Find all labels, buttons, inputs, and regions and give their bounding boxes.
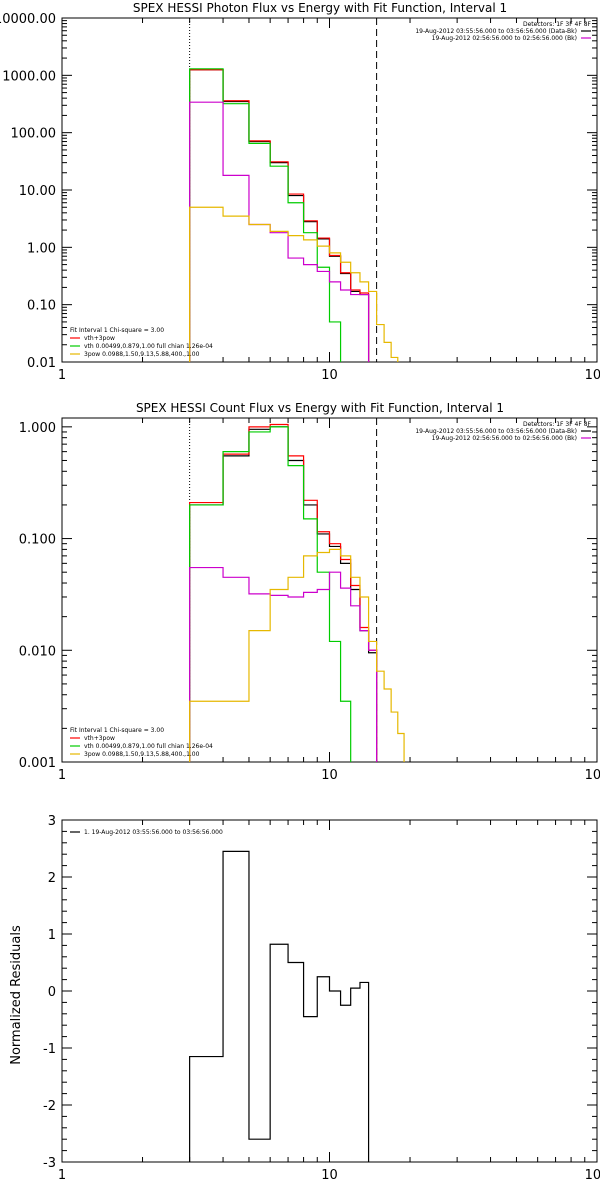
count-flux-panel: SPEX HESSI Count Flux vs Energy with Fit…: [19, 401, 600, 783]
residuals-y-tick-label: 0: [48, 985, 56, 1000]
photon-flux-legend-label: vth+3pow: [84, 335, 115, 342]
count-flux-info-line: 19-Aug-2012 03:55:56.000 to 03:56:56.000…: [415, 428, 577, 435]
count-flux-legend-header: Fit Interval 1 Chi-square = 3.00: [70, 727, 164, 734]
residuals-y-tick-label: -3: [43, 1156, 56, 1171]
photon-flux-y-tick-label: 0.01: [27, 356, 56, 371]
count-flux-info-line: Detectors: 1F 3F 4F 8F: [523, 421, 592, 428]
count-flux-x-tick-label: 100: [585, 768, 600, 783]
residuals-x-tick-label: 1: [58, 1168, 66, 1183]
residuals-y-tick-label: -2: [43, 1099, 56, 1114]
residuals-y-tick-label: -1: [43, 1042, 56, 1057]
photon-flux-series-green: [189, 68, 352, 362]
residuals-legend-label: 1. 19-Aug-2012 03:55:56.000 to 03:56:56.…: [84, 829, 223, 836]
photon-flux-series-yellow: [189, 206, 399, 362]
photon-flux-panel: SPEX HESSI Photon Flux vs Energy with Fi…: [0, 1, 600, 383]
count-flux-legend-label: vth 0.00499,0.879,1.00 full chian 1.26e-…: [84, 743, 213, 750]
residuals-y-axis-label: Normalized Residuals: [9, 925, 24, 1065]
photon-flux-y-tick-label: 10000.00: [0, 12, 56, 27]
residuals-x-tick-label: 10: [321, 1168, 338, 1183]
count-flux-legend-label: 3pow 0.0988,1.50,9.13,5.88,400.,1.00: [84, 751, 200, 758]
photon-flux-series-magenta: [189, 101, 378, 362]
residuals-panel: Normalized Residuals 1 10 100 -3 -2 -1 0 1 2 3 1. …: [9, 814, 600, 1183]
count-flux-info-line: 19-Aug-2012 02:56:56.000 to 02:56:56.000…: [432, 435, 577, 442]
count-flux-legend-label: vth+3pow: [84, 735, 115, 742]
count-flux-y-tick-label: 0.010: [19, 644, 56, 659]
count-flux-y-tick-label: 0.100: [19, 533, 56, 548]
photon-flux-y-tick-label: 1000.00: [2, 69, 56, 84]
count-flux-y-tick-label: 1.000: [19, 421, 56, 436]
photon-flux-y-tick-label: 1.00: [27, 241, 56, 256]
residuals-y-tick-label: 3: [48, 814, 56, 829]
count-flux-title: SPEX HESSI Count Flux vs Energy with Fit…: [136, 401, 504, 415]
residuals-y-tick-label: 1: [48, 928, 56, 943]
photon-flux-series-red: [189, 69, 370, 362]
photon-flux-y-tick-label: 100.00: [11, 127, 57, 142]
photon-flux-y-tick-label: 0.10: [27, 299, 56, 314]
photon-flux-series-black: [189, 69, 370, 362]
photon-flux-legend-header: Fit Interval 1 Chi-square = 3.00: [70, 327, 164, 334]
photon-flux-x-tick-label: 1: [58, 368, 66, 383]
residuals-x-tick-label: 100: [585, 1168, 600, 1183]
count-flux-series-yellow: [189, 548, 411, 762]
residuals-series-black: [189, 850, 370, 1162]
count-flux-y-tick-label: 0.001: [19, 756, 56, 771]
photon-flux-x-tick-label: 10: [321, 368, 338, 383]
photon-flux-info-line: 19-Aug-2012 03:55:56.000 to 03:56:56.000…: [415, 28, 577, 35]
photon-flux-info-line: Detectors: 1F 3F 4F 8F: [523, 21, 592, 28]
photon-flux-x-tick-label: 100: [585, 368, 600, 383]
photon-flux-title: SPEX HESSI Photon Flux vs Energy with Fi…: [133, 1, 507, 15]
count-flux-x-tick-label: 10: [321, 768, 338, 783]
photon-flux-y-tick-label: 10.00: [19, 184, 56, 199]
photon-flux-info-line: 19-Aug-2012 02:56:56.000 to 02:56:56.000…: [432, 35, 577, 42]
photon-flux-legend-label: vth 0.00499,0.879,1.00 full chian 1.26e-…: [84, 343, 213, 350]
residuals-y-tick-label: 2: [48, 871, 56, 886]
count-flux-series-green: [189, 426, 361, 762]
count-flux-x-tick-label: 1: [58, 768, 66, 783]
photon-flux-legend-label: 3pow 0.0988,1.50,9.13,5.88,400.,1.00: [84, 351, 200, 358]
